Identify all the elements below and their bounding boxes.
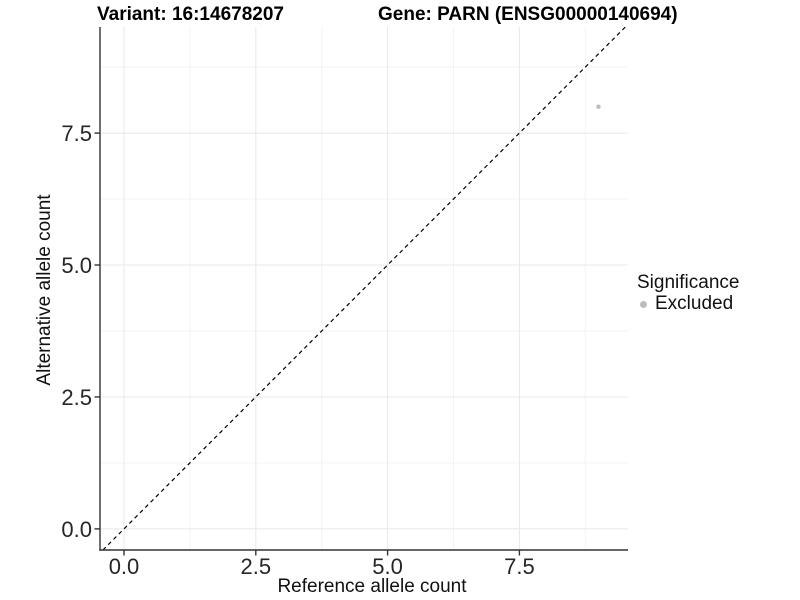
legend-title: Significance <box>637 272 740 293</box>
legend-item-excluded: Excluded <box>637 293 739 314</box>
x-tick-label: 7.5 <box>504 554 535 579</box>
y-tick-label: 2.5 <box>61 385 92 410</box>
y-axis-title: Alternative allele count <box>34 194 55 386</box>
x-axis-title: Reference allele count <box>277 576 467 597</box>
y-tick-label: 5.0 <box>61 253 92 278</box>
x-tick-label: 0.0 <box>109 554 140 579</box>
plot-title-gene: Gene: PARN (ENSG00000140694) <box>378 4 678 25</box>
legend: Significance Excluded <box>637 272 740 315</box>
y-tick-label: 7.5 <box>61 121 92 146</box>
identity-line <box>102 26 626 551</box>
x-tick-label: 5.0 <box>372 554 403 579</box>
y-tick-label: 0.0 <box>61 517 92 542</box>
x-tick-label: 2.5 <box>240 554 271 579</box>
legend-item-label: Excluded <box>655 293 734 314</box>
data-point <box>596 104 601 109</box>
legend-point-icon <box>640 300 647 308</box>
plot-title-variant: Variant: 16:14678207 <box>97 4 284 25</box>
